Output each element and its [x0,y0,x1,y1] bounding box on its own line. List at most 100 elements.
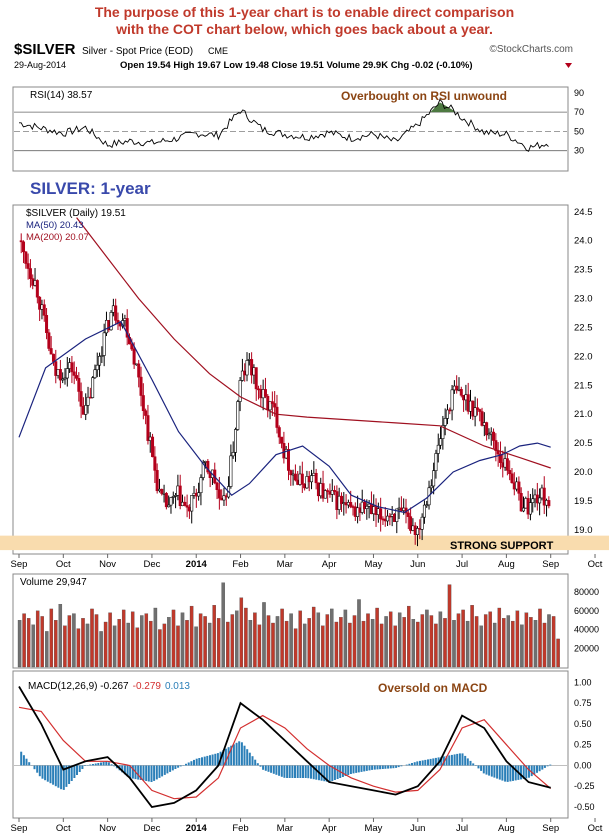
volume-bar [339,617,343,668]
price-candle [275,406,279,428]
price-candle [58,369,62,381]
volume-bar [284,620,289,668]
price-candle [42,304,46,316]
macd-legend-signal: -0.279 [133,681,162,692]
price-candle [505,458,509,471]
volume-bar [49,608,54,668]
x-axis-label: Nov [99,559,116,570]
price-candle [289,470,293,476]
x-axis-label: Mar [277,823,293,834]
macd-histogram-bar [352,765,355,774]
price-candle [434,453,438,471]
volume-bar [162,623,167,668]
quote-line: Open 19.54 High 19.67 Low 19.48 Close 19… [120,60,473,71]
price-candle [522,507,526,512]
volume-bar [144,613,149,668]
price-candle [326,490,330,492]
volume-bar [429,615,434,668]
price-candle [24,251,28,264]
x-axis-label: Aug [498,823,515,834]
volume-bar [352,615,357,668]
price-tick-label: 23.5 [574,265,593,276]
macd-histogram-bar [480,765,483,771]
x-axis-label: Apr [322,559,337,570]
macd-histogram-bar [22,755,25,766]
volume-bar [375,607,379,668]
macd-histogram-bar [357,765,360,773]
volume-bar [425,609,429,668]
volume-bar [58,604,63,668]
macd-histogram-bar [280,765,283,777]
macd-legend-value: MACD(12,26,9) -0.267 [28,681,129,692]
macd-histogram-bar [169,765,172,772]
price-candle [409,516,413,531]
price-candle [485,422,489,436]
volume-tick-label: 60000 [574,606,599,616]
volume-bar [17,620,22,668]
volume-bar [334,621,339,668]
price-candle [416,528,420,535]
macd-histogram-bar [434,757,437,766]
price-legend-ma50: MA(50) 20.43 [26,220,84,231]
price-tick-label: 20.5 [574,438,593,449]
price-candle [160,488,164,494]
macd-histogram-bar [68,765,71,784]
volume-bar [443,618,447,668]
chart-exchange: CME [208,46,228,56]
x-axis-label: Jun [410,823,425,834]
macd-histogram-bar [296,765,299,778]
volume-tick-label: 20000 [574,643,599,653]
volume-bar [198,613,203,668]
macd-histogram-bar [190,761,193,766]
x-axis-label: Oct [56,823,71,834]
macd-histogram-bar [549,764,552,766]
price-candle [436,444,440,454]
price-tick-label: 20.0 [574,467,593,478]
macd-histogram-bar [121,765,124,773]
price-candle [206,460,210,473]
macd-histogram-bar [520,765,522,780]
macd-histogram-bar [105,761,108,766]
macd-histogram-bar [323,765,326,782]
volume-bar [180,612,185,668]
price-candle [531,498,535,503]
macd-panel-frame [12,670,569,819]
volume-bar [99,631,103,668]
price-candle [330,490,334,495]
macd-histogram-bar [62,765,65,790]
macd-histogram-bar [246,749,249,766]
macd-histogram-bar [448,755,451,766]
macd-histogram-bar [331,765,334,781]
macd-histogram-bar [139,765,142,780]
volume-bar [452,620,456,668]
price-candle [86,396,90,406]
volume-bar [167,617,171,668]
macd-histogram-bar [389,765,392,769]
price-tick-label: 22.5 [574,322,593,333]
macd-histogram-bar [522,765,525,779]
macd-histogram-bar [421,760,424,766]
macd-histogram-bar [41,765,44,779]
macd-histogram-bar [36,765,39,773]
price-candle [109,312,113,331]
volume-bar [556,638,560,668]
price-candle [478,409,482,412]
volume-bar [393,625,397,668]
macd-histogram-bar [20,751,23,766]
volume-bar [511,620,515,668]
price-candle [286,449,290,471]
x-axis-label: Dec [143,559,160,570]
macd-histogram-bar [100,762,102,766]
macd-tick-label: 1.00 [574,677,592,687]
macd-histogram-bar [307,765,310,779]
volume-bar [90,608,94,668]
macd-histogram-bar [304,765,307,778]
price-candle [236,401,240,430]
macd-histogram-bar [355,765,358,773]
macd-histogram-bar [286,765,289,778]
price-candle [178,485,182,507]
macd-histogram-bar [333,765,336,780]
price-candle [132,348,136,365]
support-label: STRONG SUPPORT [450,540,554,552]
price-candle [22,241,26,253]
